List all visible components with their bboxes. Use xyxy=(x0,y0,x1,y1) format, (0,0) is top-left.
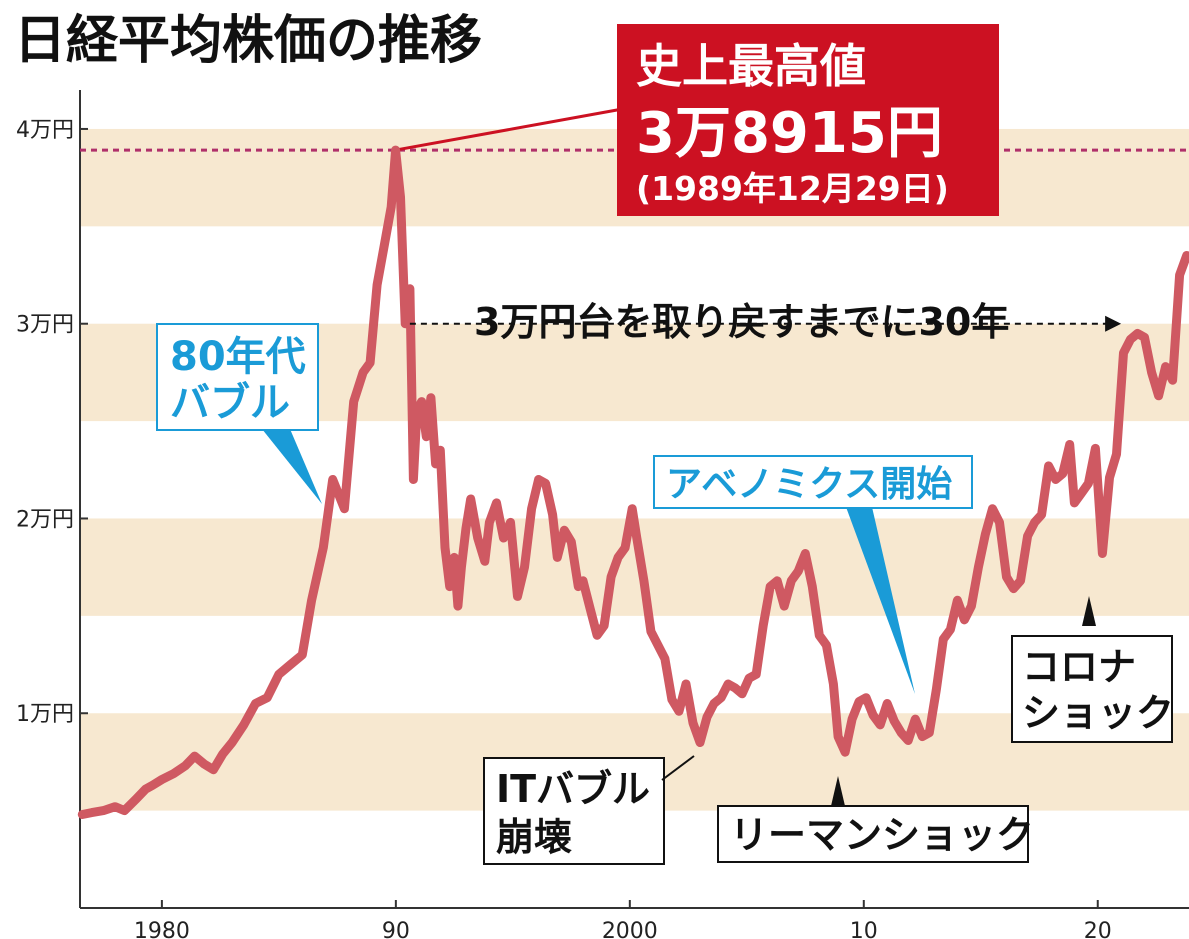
it-bubble-callout-box xyxy=(483,757,665,865)
y-tick-label: 2万円 xyxy=(16,507,74,532)
record-date: (1989年12月29日) xyxy=(636,169,949,208)
it-bubble-label-line1: ITバブル xyxy=(496,767,650,811)
record-leader-line xyxy=(395,106,629,152)
lehman-label: リーマンショック xyxy=(730,813,1034,857)
bubble-label-line2: バブル xyxy=(170,380,290,426)
x-tick-label: 10 xyxy=(850,919,878,939)
x-tick-label: 20 xyxy=(1084,919,1112,939)
lehman-pointer xyxy=(831,776,845,806)
y-tick-label: 4万円 xyxy=(16,118,74,143)
abenomics-label: アベノミクス開始 xyxy=(666,464,952,505)
y-tick-label: 3万円 xyxy=(16,313,74,338)
abenomics-callout-box xyxy=(653,455,973,509)
record-high-box: 史上最高値 3万8915円 (1989年12月29日) xyxy=(617,24,999,216)
record-title: 史上最高値 xyxy=(636,39,866,93)
corona-label-line2: ショック xyxy=(1022,691,1174,735)
bubble-callout-box xyxy=(156,323,319,431)
abenomics-callout-pointer xyxy=(846,507,915,694)
axes xyxy=(79,90,1189,909)
it-bubble-pointer xyxy=(661,755,695,781)
recovery-arrowhead xyxy=(1105,315,1122,332)
corona-callout-box xyxy=(1011,635,1173,743)
nikkei-series-line xyxy=(77,145,1189,819)
bubble-callout-pointer xyxy=(262,429,322,504)
corona-label-line1: コロナ xyxy=(1022,645,1136,689)
x-tick-label: 90 xyxy=(382,919,410,939)
chart-title: 日経平均株価の推移 xyxy=(14,11,482,71)
y-tick-label: 1万円 xyxy=(16,702,74,727)
bubble-label-line1: 80年代 xyxy=(170,334,306,380)
x-tick-label: 1980 xyxy=(134,919,190,939)
recovery-label: 3万円台を取り戻すまでに30年 xyxy=(474,300,1009,344)
x-tick-label: 2000 xyxy=(602,919,658,939)
it-bubble-label-line2: 崩壊 xyxy=(496,815,572,859)
record-value: 3万8915円 xyxy=(636,101,943,166)
record-box-background xyxy=(617,24,999,216)
lehman-callout-box xyxy=(717,805,1029,863)
corona-pointer xyxy=(1082,596,1096,626)
tick-labels: 1万円 2万円 3万円 4万円 1980 90 2000 10 20 xyxy=(16,118,1112,939)
